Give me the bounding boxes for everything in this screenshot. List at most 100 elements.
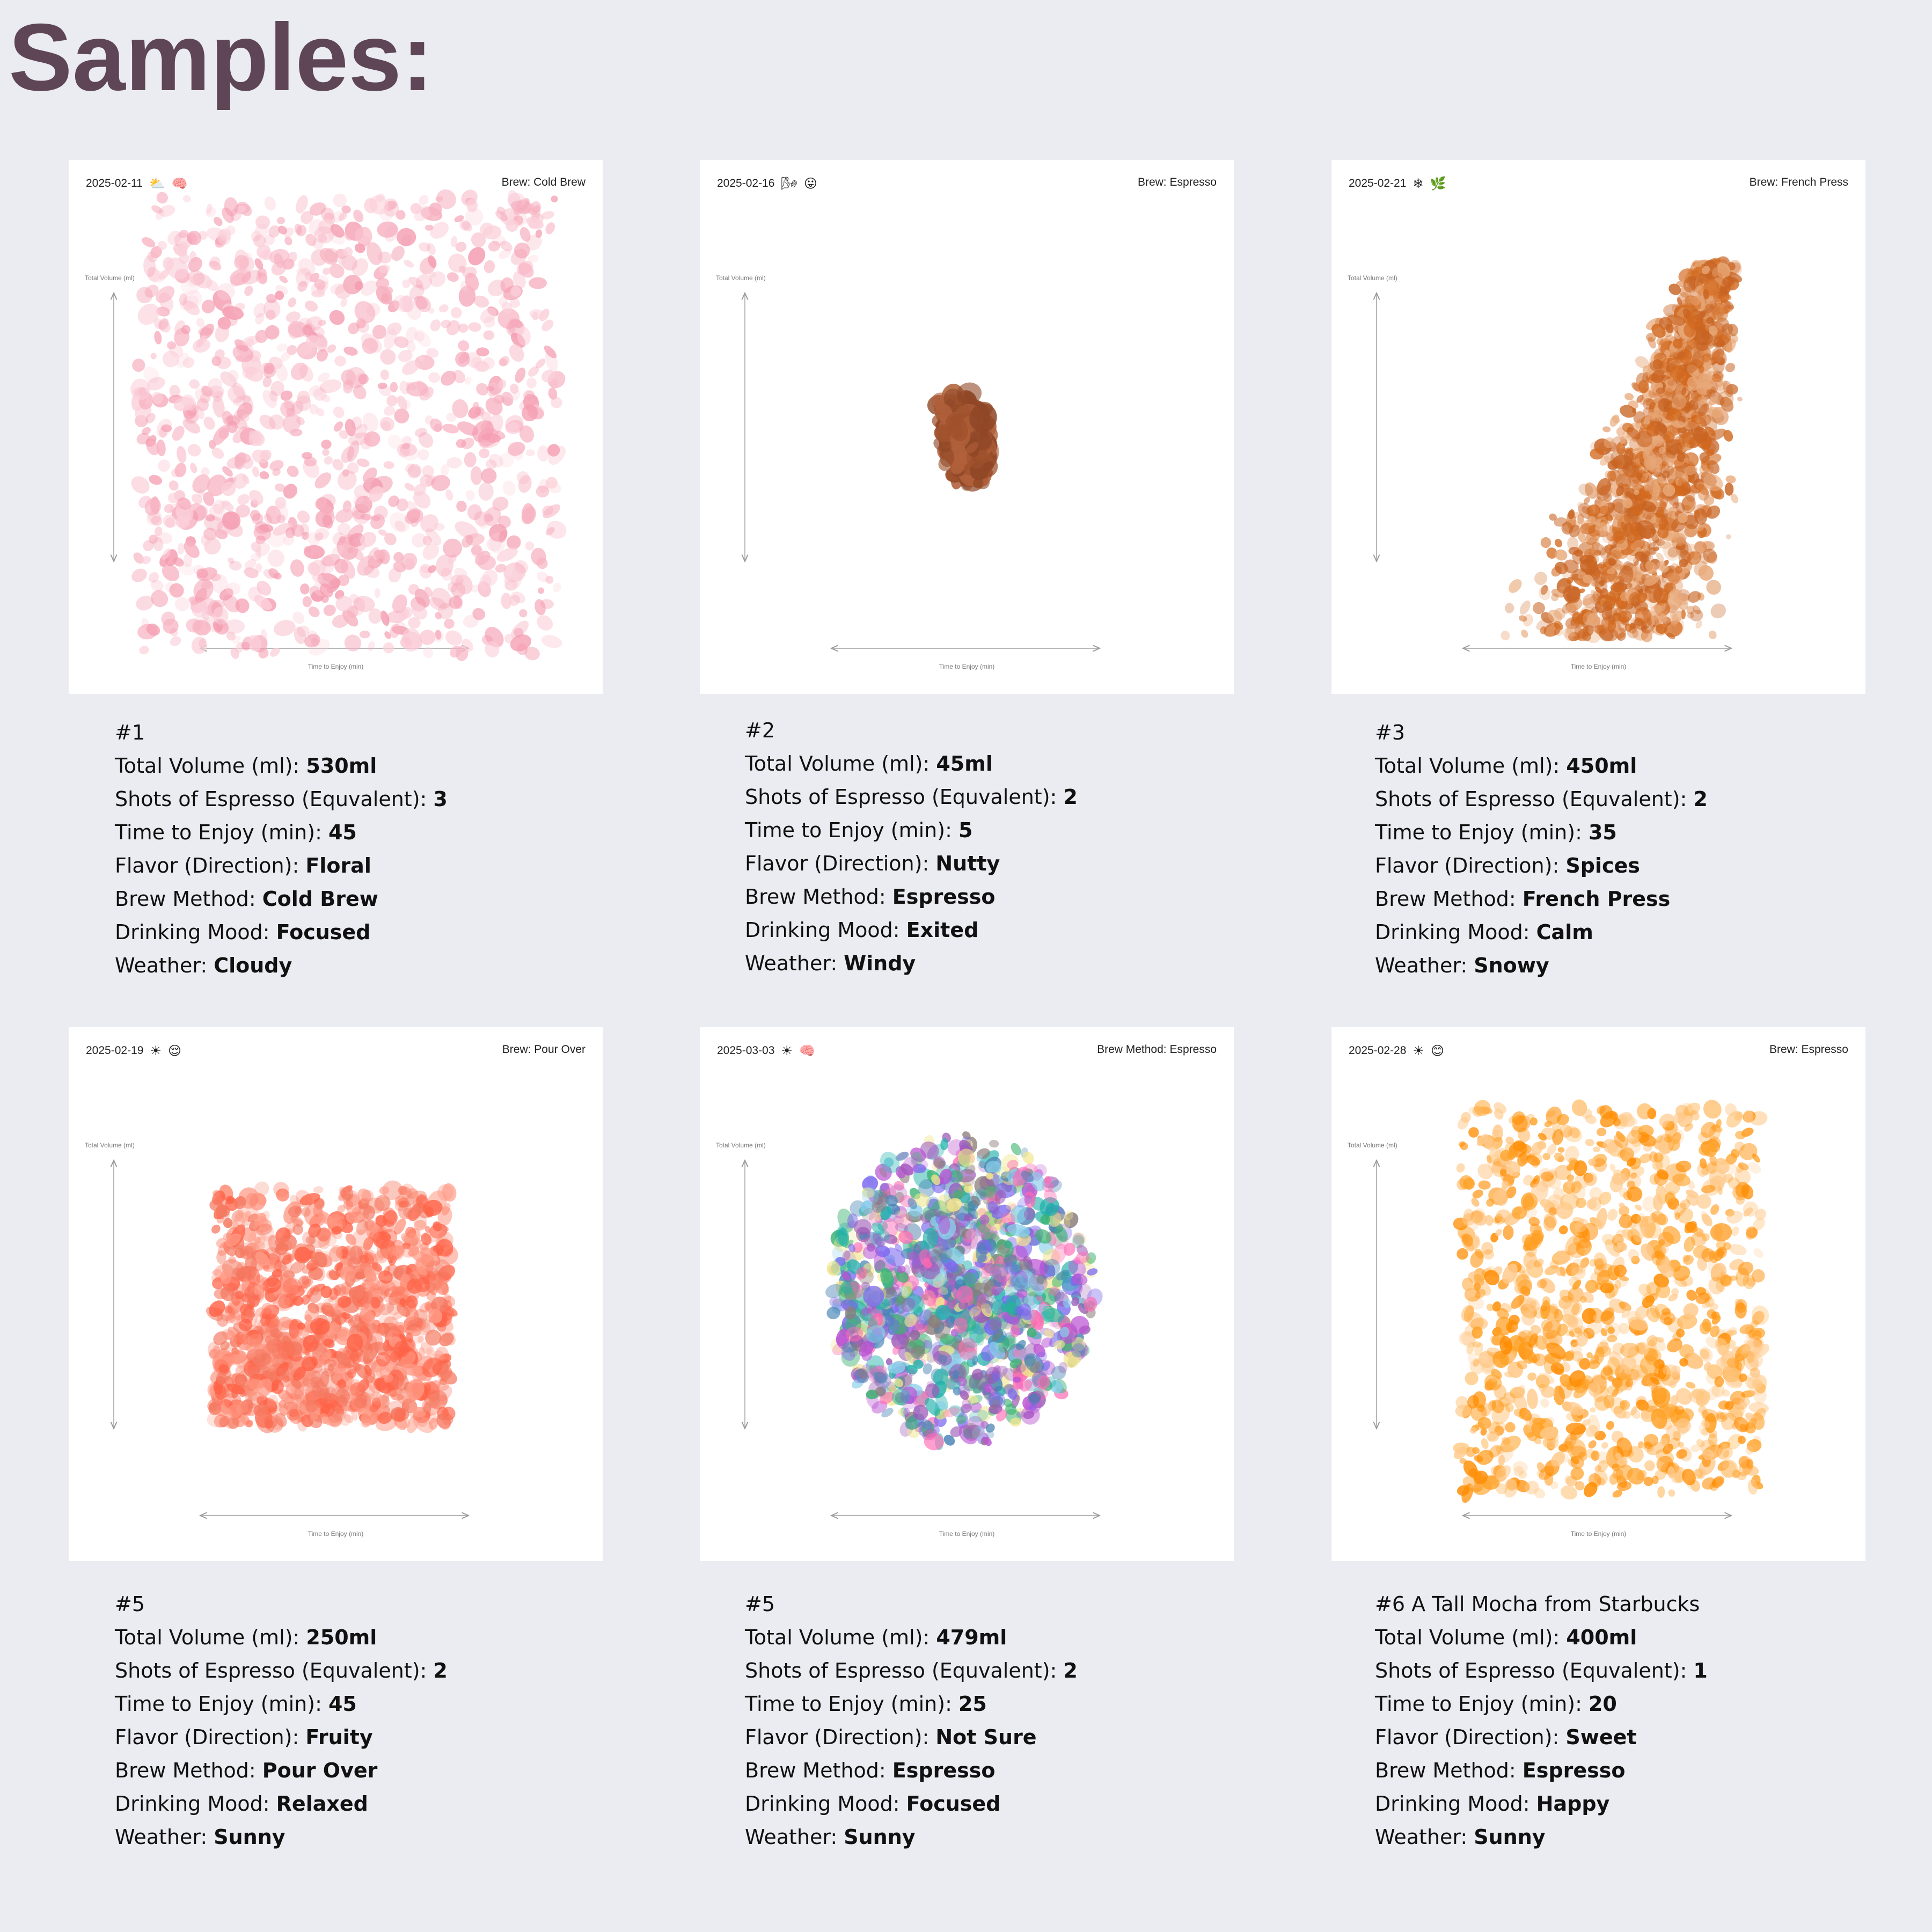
cloud-blob — [376, 1394, 389, 1406]
cloud-blob — [1583, 497, 1590, 504]
cloud-blob — [254, 1307, 265, 1317]
cloud-blob — [1645, 561, 1658, 574]
cloud-blob — [320, 394, 331, 402]
cloud-blob — [341, 1187, 354, 1201]
cloud-blob — [1681, 387, 1687, 396]
cloud-blob — [264, 1414, 284, 1433]
cloud-blob — [519, 227, 531, 242]
cloud-blob — [224, 1305, 233, 1314]
cloud-blob — [1703, 474, 1723, 492]
cloud-blob — [357, 555, 377, 576]
cloud-blob — [1646, 475, 1654, 491]
cloud-blob — [384, 225, 399, 242]
cloud-blob — [244, 286, 253, 296]
cloud-blob — [509, 344, 524, 362]
cloud-blob — [256, 543, 270, 556]
cloud-blob — [396, 621, 406, 632]
cloud-blob — [1616, 427, 1625, 436]
cloud-blob — [159, 205, 175, 217]
y-axis-label: Total Volume (ml) — [85, 274, 135, 282]
cloud-blob — [219, 1416, 230, 1428]
cloud-blob — [1587, 516, 1596, 526]
cloud-blob — [280, 351, 291, 362]
cloud-blob — [404, 483, 415, 491]
cloud-blob — [389, 1388, 398, 1397]
cloud-blob — [409, 284, 425, 300]
cloud-blob — [884, 1157, 894, 1167]
cloud-blob — [456, 439, 466, 448]
cloud-blob — [430, 222, 449, 239]
cloud-blob — [310, 1409, 319, 1421]
cloud-blob — [216, 1250, 226, 1264]
cloud-blob — [207, 378, 222, 392]
cloud-blob — [183, 553, 193, 567]
cloud-blob — [330, 283, 346, 295]
cloud-blob — [479, 222, 494, 236]
cloud-blob — [177, 446, 187, 463]
cloud-blob — [217, 230, 231, 245]
cloud-blob — [496, 547, 518, 562]
cloud-blob — [428, 372, 441, 383]
cloud-blob — [362, 1219, 375, 1232]
cloud-blob — [447, 582, 458, 592]
cloud-blob — [362, 338, 378, 354]
cloud-blob — [458, 286, 476, 307]
cloud-blob — [363, 565, 380, 579]
cloud-blob — [446, 320, 460, 335]
cloud-blob — [181, 394, 196, 411]
cloud-blob — [410, 203, 422, 215]
cloud-blob — [1029, 1403, 1037, 1411]
cloud-blob — [484, 507, 501, 526]
cloud-blob — [231, 1210, 244, 1223]
cloud-blob — [348, 1381, 363, 1392]
cloud-blob — [380, 1241, 396, 1256]
cloud-blob — [142, 237, 156, 247]
cloud-blob — [314, 528, 330, 540]
cloud-blob — [174, 463, 187, 478]
cloud-blob — [348, 1351, 362, 1364]
cloud-blob — [1612, 415, 1620, 423]
cloud-blob — [507, 442, 525, 456]
cloud-blob — [425, 1226, 431, 1233]
cloud-blob — [355, 1363, 369, 1380]
cloud-blob — [136, 595, 154, 611]
cloud-blob — [1716, 380, 1728, 394]
cloud-blob — [277, 1190, 288, 1200]
cloud-blob — [393, 1321, 406, 1335]
cloud-blob — [241, 1293, 251, 1302]
cloud-blob — [419, 242, 431, 252]
cloud-blob — [329, 1399, 344, 1415]
cloud-blob — [973, 478, 984, 489]
cloud-blob — [1616, 540, 1628, 551]
cloud-blob — [423, 1402, 431, 1414]
cloud-blob — [1674, 447, 1680, 454]
cloud-blob — [419, 630, 436, 645]
cloud-blob — [291, 1379, 302, 1389]
cloud-blob — [147, 267, 160, 282]
cloud-blob — [499, 358, 508, 367]
cloud-blob — [400, 399, 411, 410]
cloud-blob — [1716, 382, 1725, 391]
cloud-blob — [1078, 1284, 1092, 1300]
cloud-blob — [1072, 1233, 1085, 1246]
cloud-blob — [454, 567, 467, 580]
cloud-blob — [394, 521, 406, 532]
cloud-blob — [397, 443, 410, 457]
cloud-blob — [292, 1296, 304, 1306]
cloud-blob — [1572, 612, 1583, 625]
cloud-blob — [1040, 1214, 1051, 1225]
cloud-blob — [412, 603, 427, 620]
cloud-blob — [267, 1394, 278, 1409]
cloud-blob — [1587, 612, 1599, 626]
cloud-blob — [294, 626, 306, 645]
cloud-blob — [945, 414, 969, 442]
cloud-blob — [989, 1139, 999, 1148]
cloud-blob — [978, 451, 990, 463]
card-header-left: 2025-02-16 🌬 😛 — [717, 176, 817, 191]
cloud-blob — [314, 472, 331, 489]
cloud-blob — [1521, 630, 1528, 638]
cloud-blob — [471, 232, 486, 247]
cloud-blob — [384, 532, 397, 545]
cloud-blob — [156, 286, 175, 303]
cloud-blob — [286, 311, 301, 323]
